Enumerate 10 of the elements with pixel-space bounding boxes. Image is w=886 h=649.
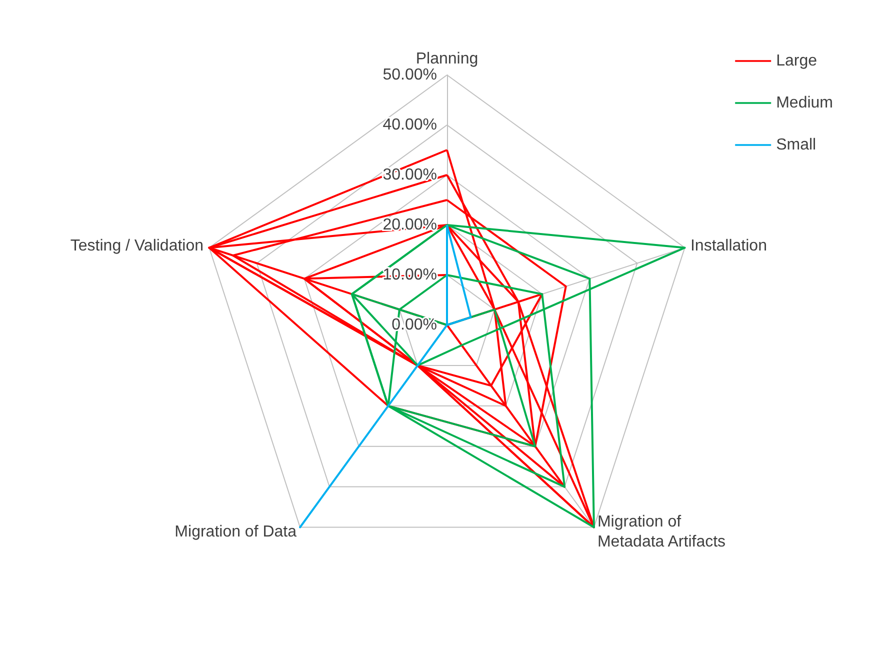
legend-label: Medium [776,94,833,112]
spoke-label: Migration of Data [174,524,297,541]
legend-label: Small [776,136,816,154]
spoke-label: Planning [416,50,478,68]
spoke-label: Testing / Validation [70,237,204,254]
spoke-label: Installation [690,237,767,254]
y-tick-label: 50.00% [382,66,437,84]
legend-label: Large [776,52,818,70]
y-tick-label: 40.00% [382,116,437,134]
spoke-label: Migration of Metadata Artifacts [597,514,726,551]
